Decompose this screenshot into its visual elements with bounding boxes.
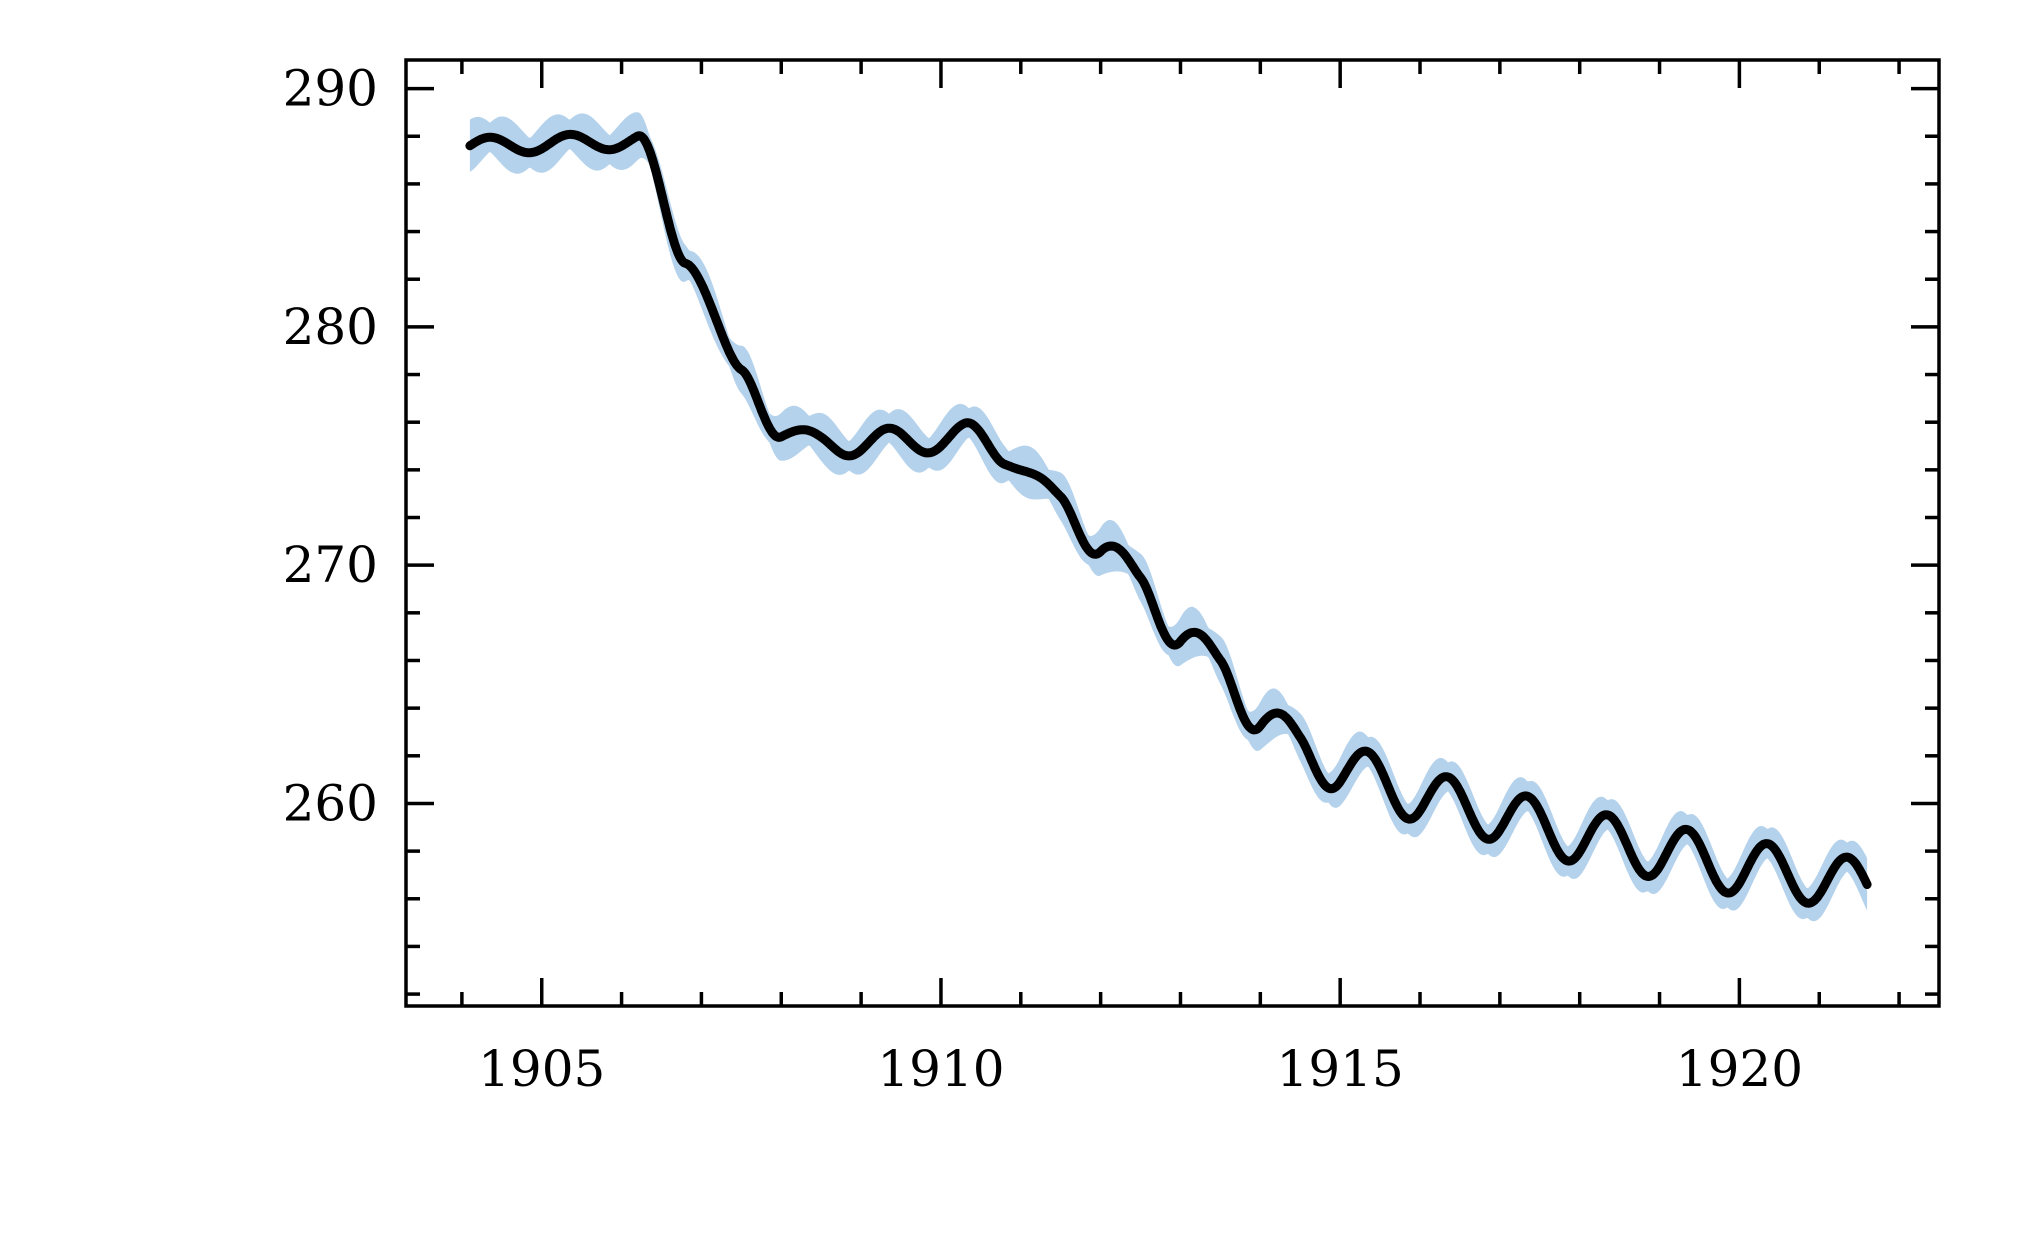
- x-tick-labels: 1905 1910 1915 1920: [478, 1040, 1803, 1098]
- y-tick-label: 260: [283, 774, 378, 832]
- x-tick-label: 1920: [1676, 1040, 1803, 1098]
- y-tick-label: 280: [283, 298, 378, 356]
- x-tick-label: 1915: [1277, 1040, 1404, 1098]
- y-tick-label: 290: [283, 60, 378, 118]
- uncertainty-band: [469, 112, 1868, 922]
- y-tick-labels: 260 270 280 290: [283, 60, 378, 833]
- tick-marks: [406, 60, 1939, 1006]
- y-tick-label: 270: [283, 536, 378, 594]
- x-tick-label: 1910: [877, 1040, 1004, 1098]
- uncertainty-band-group: [469, 112, 1868, 922]
- x-tick-label: 1905: [478, 1040, 605, 1098]
- mean-line-group: [465, 129, 1872, 908]
- plot-frame: [404, 58, 1941, 1008]
- mean-line: [465, 129, 1872, 908]
